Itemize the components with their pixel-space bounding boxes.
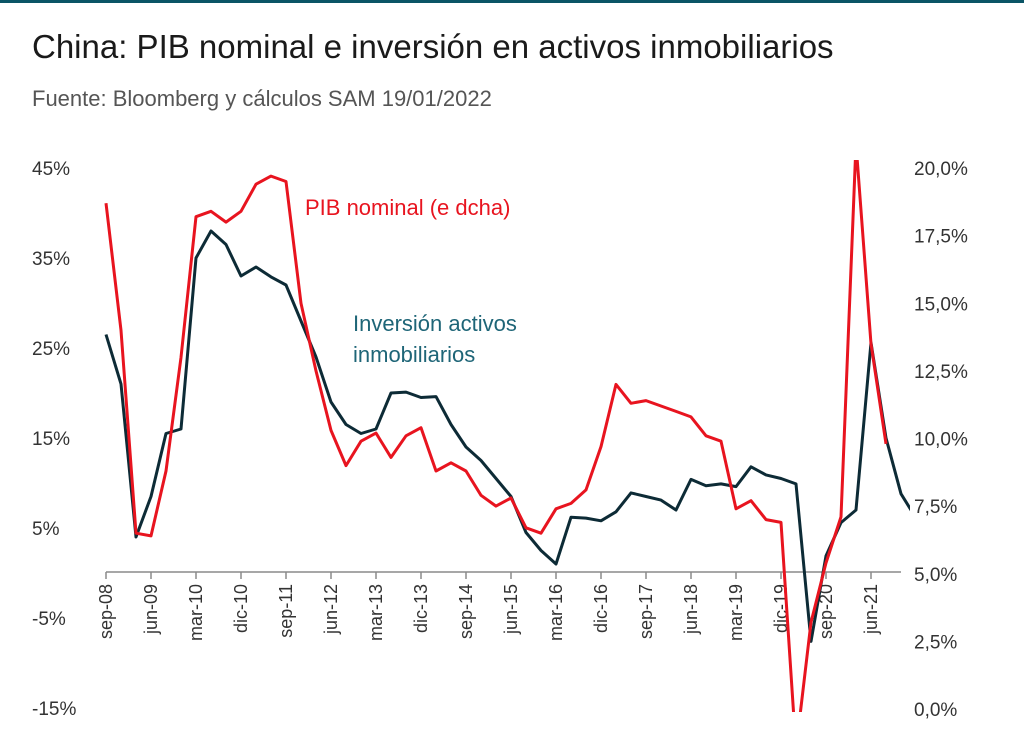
chart-title: China: PIB nominal e inversión en activo… [32,28,834,65]
right-axis-tick-label: 2,5% [914,632,957,653]
investment-series-label-line-1: Inversión activos [353,311,517,336]
right-axis-tick-label: 17,5% [914,227,968,248]
left-axis-tick-label: 25% [32,339,70,360]
right-axis-tick-label: 7,5% [914,497,957,518]
left-axis-tick-label: 15% [32,429,70,450]
gdp-series-label: PIB nominal (e dcha) [305,195,510,220]
x-axis-tick-label: jun-18 [681,584,701,635]
x-axis-tick-label: jun-09 [141,584,161,635]
right-axis-tick-label: 12,5% [914,362,968,383]
right-axis-tick-label: 20,0% [914,159,968,180]
left-axis-tick-label: 5% [32,519,60,540]
right-axis-tick-label: 5,0% [914,565,957,586]
x-axis-tick-label: sep-17 [636,584,656,639]
gdp-series-line [104,160,888,712]
left-axis-tick-label: -15% [32,699,76,720]
investment-series-line [104,229,910,643]
left-axis-tick-label: 35% [32,249,70,270]
x-axis: sep-08 jun-09 mar-10 dic-10 sep-11 jun-12 mar-… [96,571,901,641]
x-axis-tick-label: sep-08 [96,584,116,639]
chart-source-note: Fuente: Bloomberg y cálculos SAM 19/01/2… [32,86,492,111]
right-axis-tick-label: 10,0% [914,430,968,451]
x-axis-tick-label: dic-10 [231,584,251,633]
x-axis-tick-label: mar-13 [366,584,386,641]
investment-series-label-line-2: inmobiliarios [353,342,475,367]
right-axis-tick-label: 0,0% [914,700,957,721]
right-axis-tick-label: 15,0% [914,294,968,315]
x-axis-tick-label: jun-15 [501,584,521,635]
left-axis-tick-label: -5% [32,609,66,630]
left-axis: 45% 35% 25% 15% 5% -5% -15% [32,159,76,720]
x-axis-tick-label: sep-14 [456,584,476,639]
x-axis-tick-label: sep-20 [816,584,836,639]
right-axis: 20,0% 17,5% 15,0% 12,5% 10,0% 7,5% 5,0% 2,5% 0,0… [914,159,968,721]
x-axis-tick-label: jun-12 [321,584,341,635]
x-axis-tick-label: mar-10 [186,584,206,641]
top-accent-rule [0,0,1024,3]
x-axis-tick-label: mar-16 [546,584,566,641]
x-axis-tick-label: sep-11 [276,584,296,638]
x-axis-tick-label: jun-21 [861,584,881,635]
x-axis-tick-label: dic-13 [411,584,431,633]
x-axis-tick-label: dic-16 [591,584,611,633]
x-axis-tick-label: mar-19 [726,584,746,641]
left-axis-tick-label: 45% [32,159,70,180]
